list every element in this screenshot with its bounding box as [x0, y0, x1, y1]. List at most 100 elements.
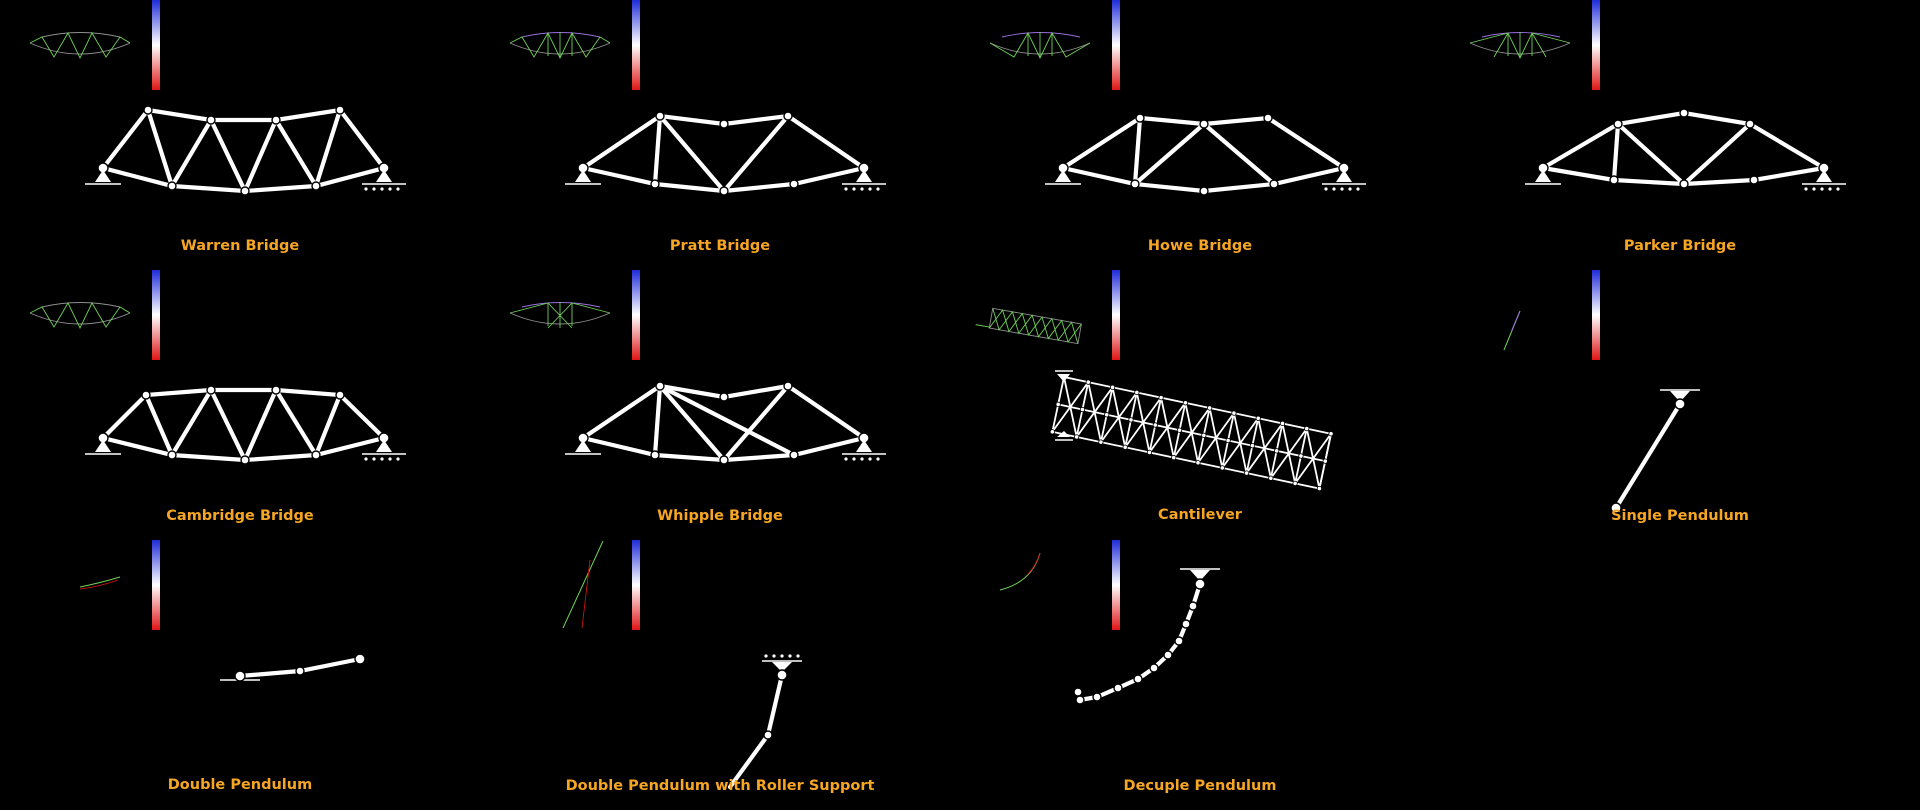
cantilever-node	[1219, 465, 1225, 471]
cantilever-node	[1085, 379, 1091, 385]
panel-double-pendulum[interactable]: Double Pendulum	[79, 540, 366, 793]
colorbar	[1112, 540, 1120, 630]
cantilever-node	[1171, 454, 1177, 461]
truss-nodes	[1537, 108, 1830, 189]
panel-title: Double Pendulum	[168, 777, 312, 793]
panel-title: Warren Bridge	[181, 238, 300, 254]
panel-title: Pratt Bridge	[670, 238, 770, 254]
panel-title: Cambridge Bridge	[166, 508, 314, 524]
cantilever-node	[1201, 432, 1207, 438]
mini-preview	[29, 302, 131, 330]
panel-pratt-bridge[interactable]: Pratt Bridge	[509, 0, 886, 254]
cantilever-node	[1249, 443, 1255, 449]
panel-warren-bridge[interactable]: Warren Bridge	[29, 0, 406, 254]
cantilever-node	[1158, 395, 1164, 401]
truss	[85, 385, 406, 465]
panel-title: Whipple Bridge	[657, 508, 783, 524]
cantilever-nodes	[1049, 374, 1334, 492]
cantilever-node	[1109, 384, 1116, 390]
cantilever-node	[1255, 415, 1261, 421]
truss-nodes	[1057, 113, 1350, 196]
cantilever-node	[1098, 439, 1104, 445]
cantilever-node	[1195, 460, 1201, 466]
pin-support	[1045, 170, 1081, 185]
cantilever-node	[1292, 480, 1298, 486]
cantilever-node	[1279, 420, 1286, 427]
pin-support	[1525, 170, 1561, 185]
pendulum	[220, 653, 366, 682]
pendulum-chain	[1073, 578, 1206, 705]
pin-support	[85, 170, 121, 185]
pendulum-bob	[1092, 692, 1102, 702]
pendulum-bob	[1174, 636, 1184, 646]
panel-whipple-bridge[interactable]: Whipple Bridge	[509, 270, 886, 524]
truss	[85, 105, 406, 197]
roller-support	[842, 440, 886, 462]
mini-preview	[975, 307, 1082, 345]
cantilever-wall-support	[1055, 370, 1073, 441]
mini-preview	[29, 32, 131, 60]
panel-howe-bridge[interactable]: Howe Bridge	[989, 0, 1366, 254]
pendulum-bob	[1113, 683, 1123, 693]
cantilever-node	[1128, 417, 1134, 423]
cantilever-node	[1268, 475, 1274, 481]
colorbar	[1112, 270, 1120, 360]
truss	[1525, 108, 1846, 192]
truss	[565, 381, 886, 465]
panel-decuple-pendulum[interactable]: Decuple Pendulum	[999, 540, 1276, 794]
cantilever-node	[1298, 453, 1304, 459]
pin-support	[565, 170, 601, 185]
cantilever-node	[1074, 434, 1080, 440]
mini-preview	[562, 540, 604, 629]
cantilever-node	[1225, 437, 1231, 444]
pendulum	[727, 653, 802, 790]
roller-support	[362, 170, 406, 192]
panel-double-pendulum-roller[interactable]: Double Pendulum with Roller Support	[562, 540, 875, 794]
cantilever-node	[1207, 405, 1213, 411]
pendulum-bob	[1188, 601, 1198, 611]
cantilever-node	[1322, 458, 1328, 464]
colorbar	[632, 540, 640, 630]
colorbar	[632, 270, 640, 360]
cantilever-node	[1316, 485, 1322, 492]
cantilever-truss	[1049, 374, 1334, 492]
mini-preview	[1503, 310, 1521, 351]
truss-nodes	[577, 111, 870, 196]
panel-cambridge-bridge[interactable]: Cambridge Bridge	[29, 270, 406, 524]
truss-nodes	[577, 381, 870, 465]
roller-support	[362, 440, 406, 462]
cantilever-node	[1231, 410, 1237, 416]
colorbar	[152, 0, 160, 90]
truss-nodes	[97, 105, 390, 196]
panel-title: Double Pendulum with Roller Support	[566, 778, 875, 794]
pendulum	[1610, 389, 1700, 514]
panel-title: Howe Bridge	[1148, 238, 1252, 254]
pendulum-bob	[1133, 674, 1143, 684]
cantilever-node	[1104, 412, 1110, 418]
cantilever-node	[1049, 429, 1055, 435]
cantilever-node	[1182, 400, 1188, 406]
panel-parker-bridge[interactable]: Parker Bridge	[1469, 0, 1846, 254]
pendulum-bob	[1075, 695, 1085, 705]
panel-single-pendulum[interactable]: Single Pendulum	[1503, 270, 1749, 524]
pin-support	[85, 440, 121, 455]
panel-cantilever[interactable]: Cantilever	[975, 270, 1334, 523]
cantilever-node	[1243, 470, 1250, 476]
cantilever-node	[1304, 425, 1310, 432]
colorbar	[152, 270, 160, 360]
cantilever-node	[1079, 406, 1086, 413]
mini-preview	[509, 302, 611, 329]
truss	[565, 111, 886, 196]
roller-support	[1802, 170, 1846, 192]
mini-preview	[1469, 32, 1571, 60]
pendulum-bob	[1073, 687, 1083, 697]
roller-support	[842, 170, 886, 192]
truss	[1045, 113, 1366, 196]
colorbar	[1112, 0, 1120, 90]
cantilever-node	[1328, 431, 1334, 437]
pendulum-bob	[1149, 663, 1159, 673]
panel-title: Single Pendulum	[1611, 508, 1749, 524]
cantilever-node	[1176, 427, 1183, 433]
colorbar	[152, 540, 160, 630]
mini-preview	[79, 576, 121, 590]
